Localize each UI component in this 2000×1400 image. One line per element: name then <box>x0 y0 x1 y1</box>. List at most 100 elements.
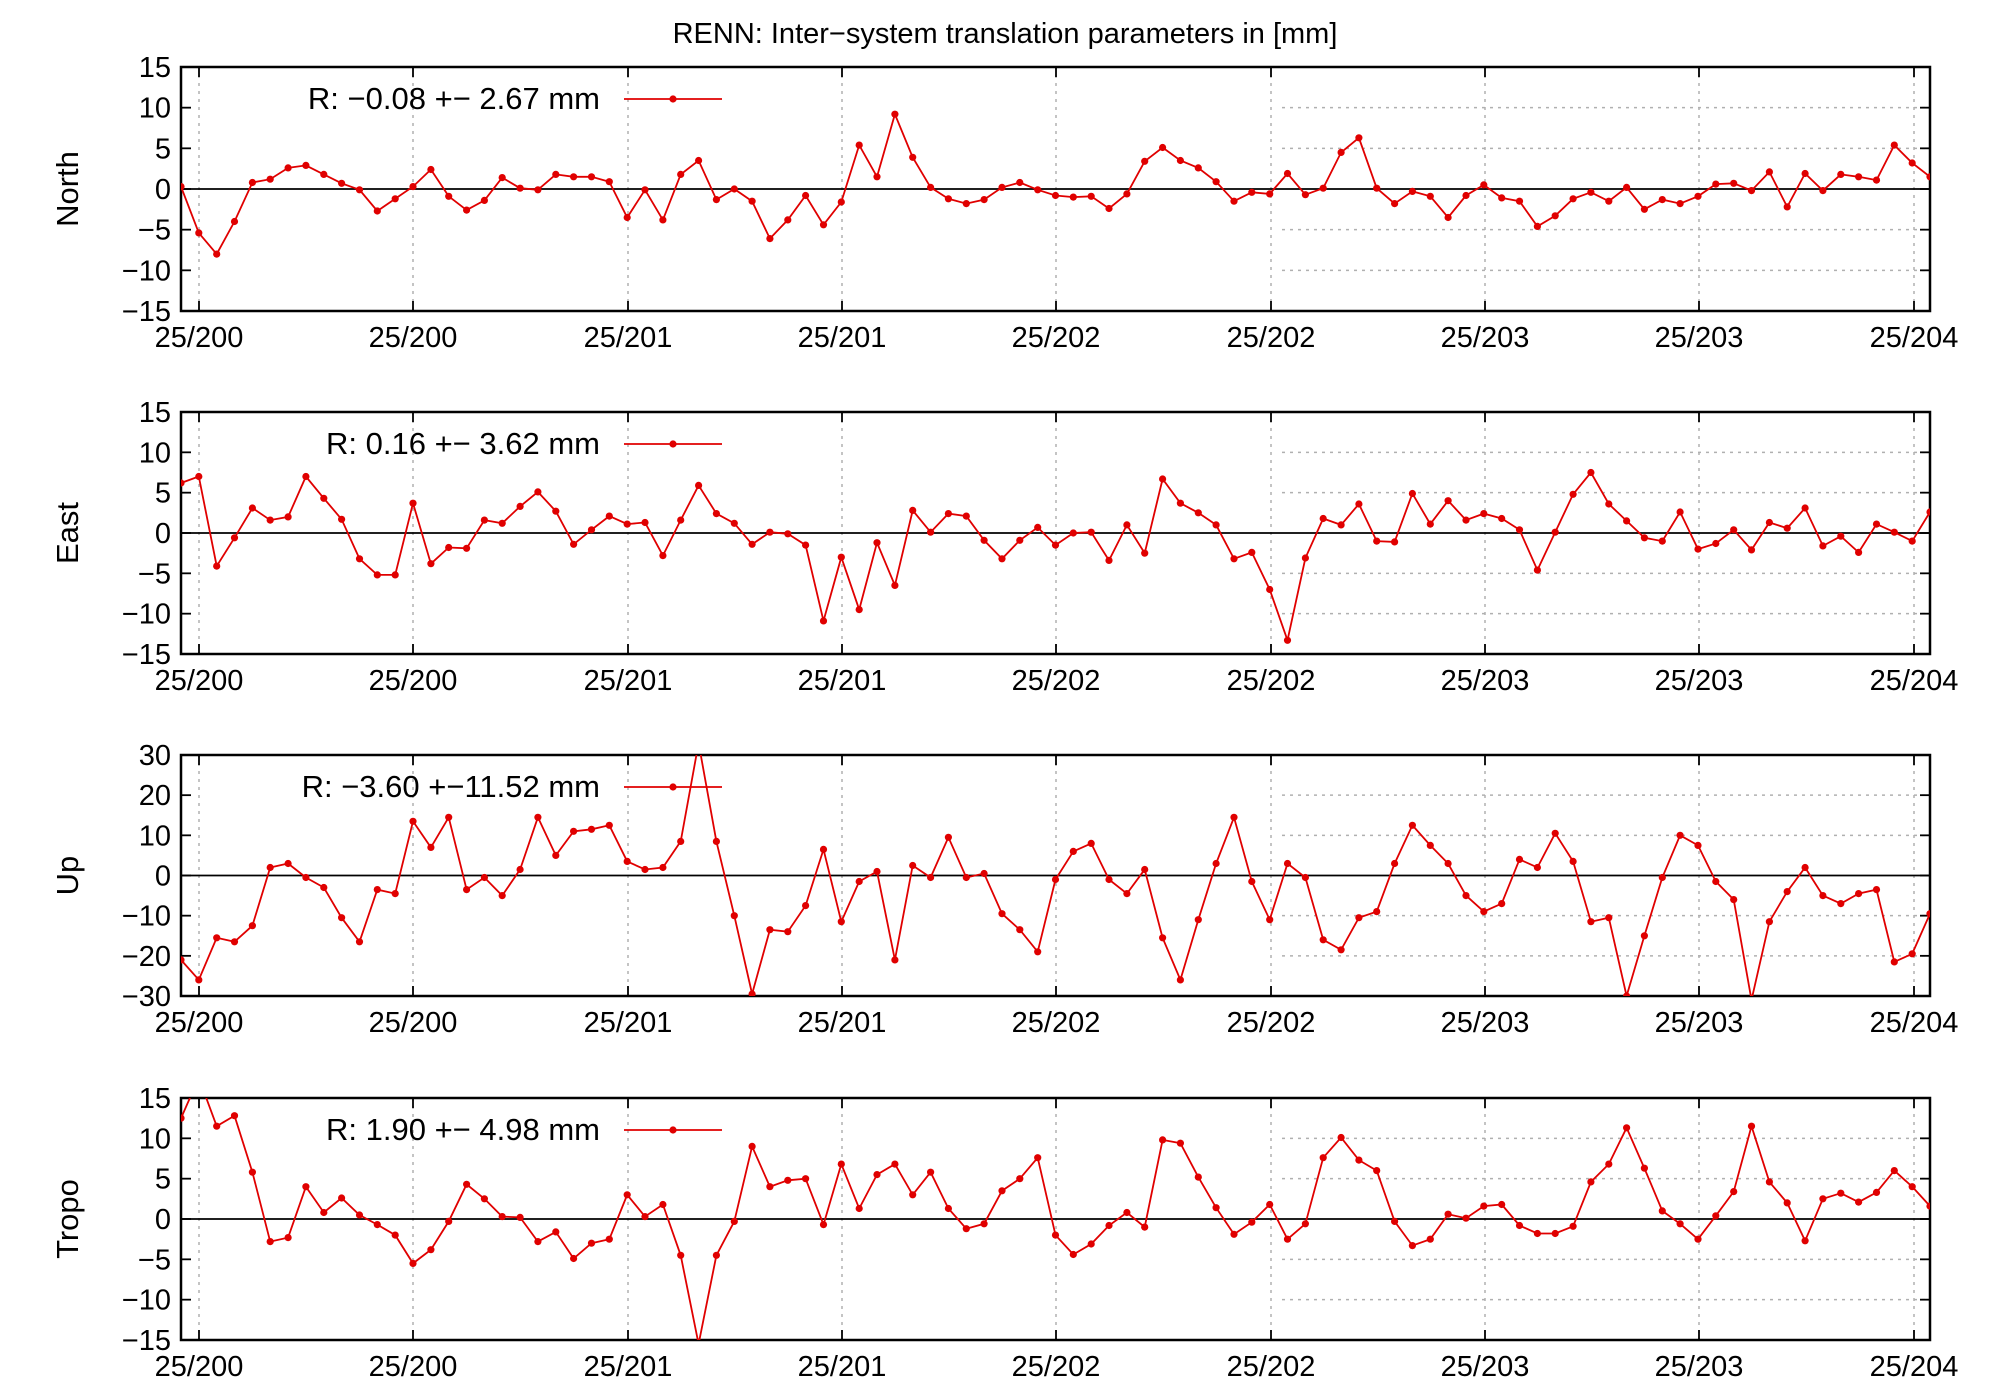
data-point <box>837 1160 845 1168</box>
data-point <box>819 221 828 229</box>
data-point <box>998 1187 1006 1195</box>
data-point <box>962 873 970 882</box>
data-point <box>266 175 274 183</box>
x-tick-label: 25/203 <box>1441 1351 1530 1383</box>
data-point <box>1408 1242 1416 1250</box>
data-point <box>927 1168 935 1176</box>
data-point <box>819 845 828 854</box>
data-point <box>1926 910 1930 918</box>
data-point <box>641 186 649 194</box>
data-point <box>1855 890 1863 898</box>
data-point <box>463 1180 471 1188</box>
data-point <box>1872 520 1881 528</box>
data-point <box>1747 187 1756 195</box>
y-tick-label: 0 <box>155 174 171 206</box>
data-point <box>1123 521 1131 529</box>
series-east <box>181 468 1930 644</box>
data-point <box>1587 918 1595 926</box>
data-point <box>338 914 346 922</box>
data-point <box>1176 1139 1184 1147</box>
y-tick-label: 10 <box>139 820 171 852</box>
data-point <box>1640 932 1648 940</box>
data-point <box>320 170 328 178</box>
data-point <box>962 512 970 520</box>
y-tick-label: −15 <box>122 296 171 328</box>
data-point <box>1159 143 1167 152</box>
legend-text: R: 0.16 +− 3.62 mm <box>326 426 600 461</box>
data-point <box>320 494 328 502</box>
data-point <box>784 1176 792 1184</box>
data-point <box>355 186 364 194</box>
data-point <box>498 519 506 527</box>
data-point <box>552 1228 560 1236</box>
data-point <box>409 1259 417 1267</box>
data-point <box>1444 497 1452 505</box>
data-point <box>1248 877 1256 886</box>
data-point <box>909 861 917 870</box>
y-tick-label: 0 <box>155 861 171 893</box>
data-point <box>1926 173 1930 181</box>
x-tick-label: 25/200 <box>155 322 244 354</box>
data-point <box>1533 222 1541 230</box>
y-tick-label: 15 <box>139 397 171 429</box>
data-point <box>195 229 203 237</box>
data-point <box>1890 141 1898 149</box>
data-point <box>1872 1188 1881 1196</box>
data-point <box>1640 1164 1648 1172</box>
data-point <box>1373 184 1381 192</box>
data-point <box>1105 875 1113 884</box>
data-point <box>998 910 1006 918</box>
data-point <box>1141 549 1149 557</box>
x-tick-label: 25/202 <box>1012 665 1101 697</box>
data-point <box>1123 1208 1131 1217</box>
data-point <box>534 1238 542 1246</box>
data-point <box>1176 499 1184 507</box>
data-point <box>1034 1154 1042 1162</box>
data-point <box>534 813 542 821</box>
data-point <box>927 183 935 191</box>
data-point <box>712 837 721 846</box>
data-point <box>1712 1212 1720 1220</box>
data-point <box>1016 536 1024 544</box>
data-point <box>1515 855 1524 864</box>
data-point <box>1783 203 1791 211</box>
data-point <box>445 543 453 552</box>
y-tick-label: −10 <box>122 599 171 631</box>
data-point <box>552 170 560 178</box>
data-point <box>1658 1207 1666 1215</box>
data-point <box>909 506 917 514</box>
data-point <box>248 504 256 512</box>
x-tick-label: 25/203 <box>1655 665 1744 697</box>
data-point <box>766 528 774 536</box>
data-point <box>837 553 845 561</box>
x-tick-label: 25/204 <box>1870 1351 1959 1383</box>
data-point <box>1087 528 1095 536</box>
data-point <box>284 1234 292 1242</box>
data-point <box>605 821 613 829</box>
y-tick-label: 20 <box>139 780 171 812</box>
data-point <box>1712 877 1720 886</box>
data-point <box>230 938 239 946</box>
data-point <box>1694 192 1702 200</box>
data-point <box>855 877 863 886</box>
y-tick-label: −5 <box>138 558 171 590</box>
data-point <box>623 857 631 866</box>
data-point <box>641 1213 649 1221</box>
data-point <box>1176 976 1184 984</box>
data-point <box>1498 900 1506 908</box>
data-point <box>784 530 792 538</box>
data-point <box>480 1195 488 1203</box>
data-point <box>659 552 667 560</box>
data-point <box>802 1175 810 1183</box>
x-tick-label: 25/203 <box>1441 665 1530 697</box>
data-point <box>1301 873 1309 882</box>
data-point <box>1908 159 1916 167</box>
data-point <box>427 560 435 568</box>
data-point <box>1462 1214 1470 1222</box>
data-point <box>1355 500 1363 508</box>
data-point <box>1533 566 1541 574</box>
x-tick-label: 25/201 <box>798 1351 887 1383</box>
data-point <box>1730 1188 1738 1196</box>
